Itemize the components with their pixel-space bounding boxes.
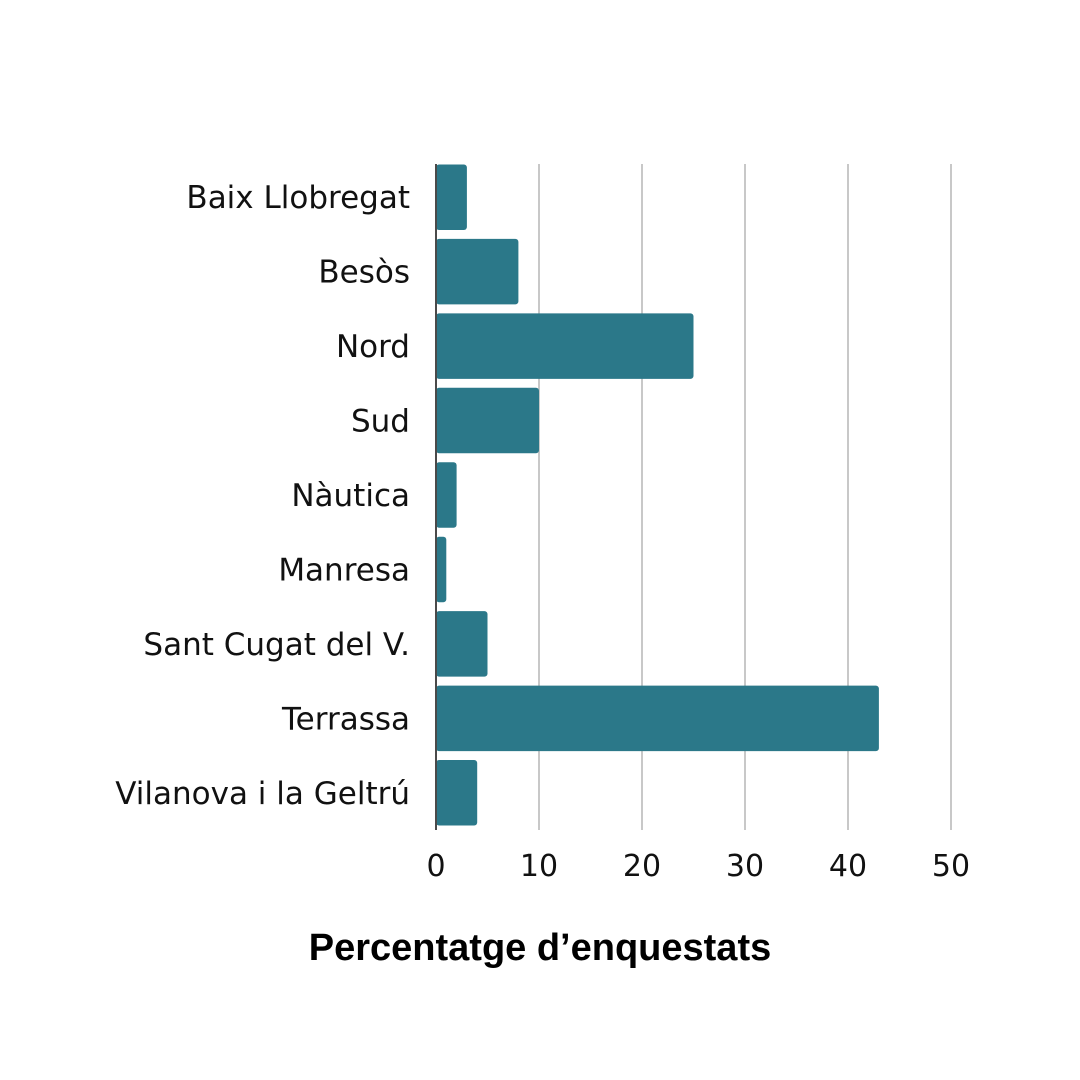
x-tick-label: 20 xyxy=(623,849,661,884)
bar xyxy=(436,462,457,528)
x-tick-label: 40 xyxy=(829,849,867,884)
bar xyxy=(436,611,488,677)
x-tick-label: 50 xyxy=(932,849,970,884)
category-label: Terrassa xyxy=(281,701,410,737)
bar xyxy=(436,760,478,826)
bar xyxy=(436,387,539,454)
x-tick-label: 30 xyxy=(726,849,764,884)
bar xyxy=(436,313,694,379)
x-tick-labels: 0 10 20 30 40 50 xyxy=(426,849,970,884)
category-labels: Baix Llobregat Besòs Nord Sud Nàutica Manresa… xyxy=(115,180,410,812)
category-label: Nàutica xyxy=(291,478,410,514)
bars xyxy=(436,164,879,826)
bar xyxy=(436,238,519,305)
category-label: Besòs xyxy=(318,255,410,291)
category-label: Sant Cugat del V. xyxy=(143,627,410,663)
x-axis-title: Percentatge d’enquestats xyxy=(309,927,771,969)
x-tick-label: 0 xyxy=(426,849,445,884)
category-label: Vilanova i la Geltrú xyxy=(115,776,410,812)
category-label: Nord xyxy=(336,329,410,365)
bar xyxy=(436,685,879,752)
x-tick-label: 10 xyxy=(520,849,558,884)
category-label: Manresa xyxy=(278,552,410,588)
bar xyxy=(436,164,467,230)
bar xyxy=(436,536,447,603)
category-label: Baix Llobregat xyxy=(186,180,410,216)
category-label: Sud xyxy=(351,404,410,440)
